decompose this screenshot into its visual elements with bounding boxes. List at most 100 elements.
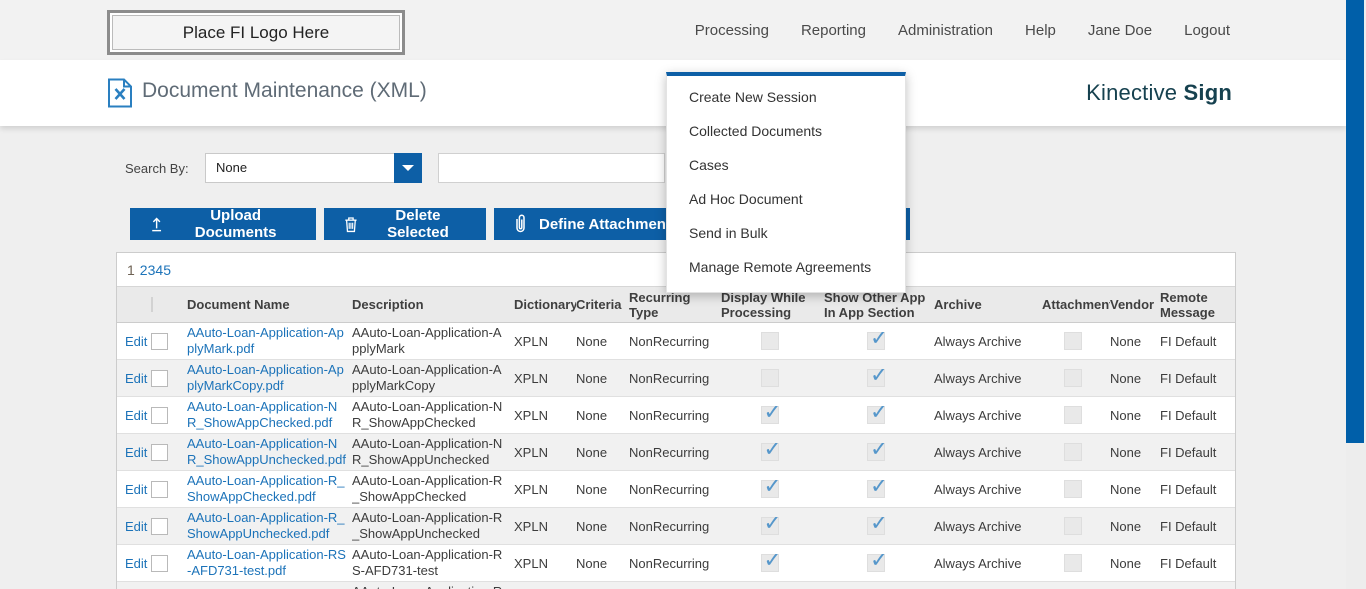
header-criteria: Criteria [576,297,622,312]
display-while-processing-checkbox [760,554,782,572]
pagination: 1 2345 [117,253,1235,286]
edit-link[interactable]: Edit [125,481,148,497]
vendor-cell: None [1110,481,1142,497]
dictionary-cell: XPLN [514,444,548,460]
row-checkbox[interactable] [151,443,168,461]
top-header-bar: Place FI Logo Here Processing Reporting … [0,0,1346,60]
vendor-cell: None [1110,333,1142,349]
search-by-label: Search By: [125,161,189,176]
display-while-processing-checkbox [760,332,779,350]
attachment-checkbox [1064,480,1082,498]
document-name-link[interactable]: AAuto-Loan-Application-ApplyMark.pdf [187,325,344,356]
nav-item-administration[interactable]: Administration [897,21,994,39]
recurring-type-cell: NonRecurring [629,555,710,571]
show-other-app-checkbox [867,480,888,498]
nav-item-user[interactable]: Jane Doe [1087,21,1153,39]
search-input[interactable] [438,153,665,183]
criteria-cell: None [576,481,608,497]
define-attachments-label: Define Attachments [539,215,680,233]
menu-item-cases[interactable]: Cases [689,157,729,173]
vendor-cell: None [1110,407,1142,423]
archive-cell: Always Archive [934,481,1022,497]
criteria-cell: None [576,444,608,460]
archive-cell: Always Archive [934,444,1022,460]
pagination-page-link[interactable]: 4 [155,261,164,278]
pagination-current-page: 1 [127,261,135,278]
row-checkbox[interactable] [151,480,168,498]
row-checkbox[interactable] [151,406,168,424]
row-checkbox[interactable] [151,517,168,535]
document-name-link[interactable]: AAuto-Loan-Application-NR_ShowAppUncheck… [187,436,346,467]
remote-message-cell: FI Default [1160,555,1217,571]
header-remote-message: Remote Message [1160,289,1215,320]
attachment-checkbox [1064,406,1082,424]
display-while-processing-checkbox [760,406,782,424]
vendor-cell: None [1110,518,1142,534]
nav-item-logout[interactable]: Logout [1184,21,1230,39]
search-by-select[interactable]: None [205,153,422,183]
header-display-while-processing: Display While Processing [721,289,806,320]
scrollbar-thumb[interactable] [1346,0,1364,443]
header-vendor: Vendor [1110,297,1155,312]
fi-logo-placeholder: Place FI Logo Here [107,10,405,55]
nav-item-reporting[interactable]: Reporting [800,21,866,39]
table-row: Edit AAuto-Loan-Application-NR_ShowAppCh… [117,397,1235,434]
display-while-processing-checkbox [760,369,779,387]
menu-item-send-in-bulk[interactable]: Send in Bulk [689,225,768,241]
dictionary-cell: XPLN [514,555,548,571]
document-name-link[interactable]: AAuto-Loan-Application-NR_ShowAppChecked… [187,399,338,430]
edit-link[interactable]: Edit [125,444,148,460]
description-cell: AAuto-Loan-Application-R_ShowAppUnchecke… [352,510,503,541]
menu-item-create-new-session[interactable]: Create New Session [689,89,817,105]
attachment-checkbox [1064,554,1082,572]
attachment-checkbox [1064,517,1082,535]
delete-selected-button[interactable]: Delete Selected [324,207,486,241]
pagination-page-link[interactable]: 2 [139,261,148,278]
menu-item-manage-remote-agreements[interactable]: Manage Remote Agreements [689,259,872,275]
header-show-other-app: Show Other App In App Section [824,289,926,320]
main-nav: Processing Reporting Administration Help… [695,0,1230,60]
search-by-selected-value: None [216,160,248,175]
recurring-type-cell: NonRecurring [629,481,710,497]
edit-link[interactable]: Edit [125,333,148,349]
document-name-link[interactable]: AAuto-Loan-Application-R_ShowAppUnchecke… [187,510,345,541]
chevron-down-icon [402,165,414,171]
document-name-link[interactable]: AAuto-Loan-Application-R_ShowAppChecked.… [187,473,345,504]
document-name-link[interactable]: AAuto-Loan-Application-RS-AFD731-test.pd… [187,547,346,578]
paperclip-icon [516,214,525,233]
trash-icon [345,216,357,232]
header-document-name: Document Name [187,297,290,312]
document-name-link[interactable]: AAuto-Loan-Application-ApplyMarkCopy.pdf [187,362,344,393]
select-dropdown-button[interactable] [394,153,422,183]
edit-link[interactable]: Edit [125,555,148,571]
header-attachment: Attachment [1042,297,1110,312]
upload-documents-button[interactable]: Upload Documents [130,207,316,241]
remote-message-cell: FI Default [1160,518,1217,534]
dictionary-cell: XPLN [514,333,548,349]
row-checkbox[interactable] [151,332,168,350]
edit-link[interactable]: Edit [125,407,148,423]
archive-cell: Always Archive [934,555,1022,571]
description-cell: AAuto-Loan-Application-ApplyMark [352,325,502,356]
row-checkbox[interactable] [151,369,168,387]
dictionary-cell: XPLN [514,518,548,534]
header-recurring-type: Recurring Type [629,289,691,320]
criteria-cell: None [576,407,608,423]
description-cell: AAuto-Loan-Application-NR_ShowAppUncheck… [352,436,503,467]
select-all-checkbox[interactable] [151,297,153,312]
archive-cell: Always Archive [934,407,1022,423]
nav-item-processing[interactable]: Processing [694,21,769,39]
remote-message-cell: FI Default [1160,333,1217,349]
nav-item-help[interactable]: Help [1025,21,1056,39]
menu-item-ad-hoc-document[interactable]: Ad Hoc Document [689,191,803,207]
menu-item-collected-documents[interactable]: Collected Documents [689,123,823,139]
row-checkbox[interactable] [151,554,168,572]
show-other-app-checkbox [867,369,888,387]
pagination-page-link[interactable]: 5 [163,261,171,278]
scrollbar-track[interactable] [1346,0,1366,589]
edit-link[interactable]: Edit [125,518,148,534]
pagination-page-link[interactable]: 3 [147,261,156,278]
description-cell: AAuto-Loan-Application-ApplyMarkCopy [352,362,502,393]
edit-link[interactable]: Edit [125,370,148,386]
